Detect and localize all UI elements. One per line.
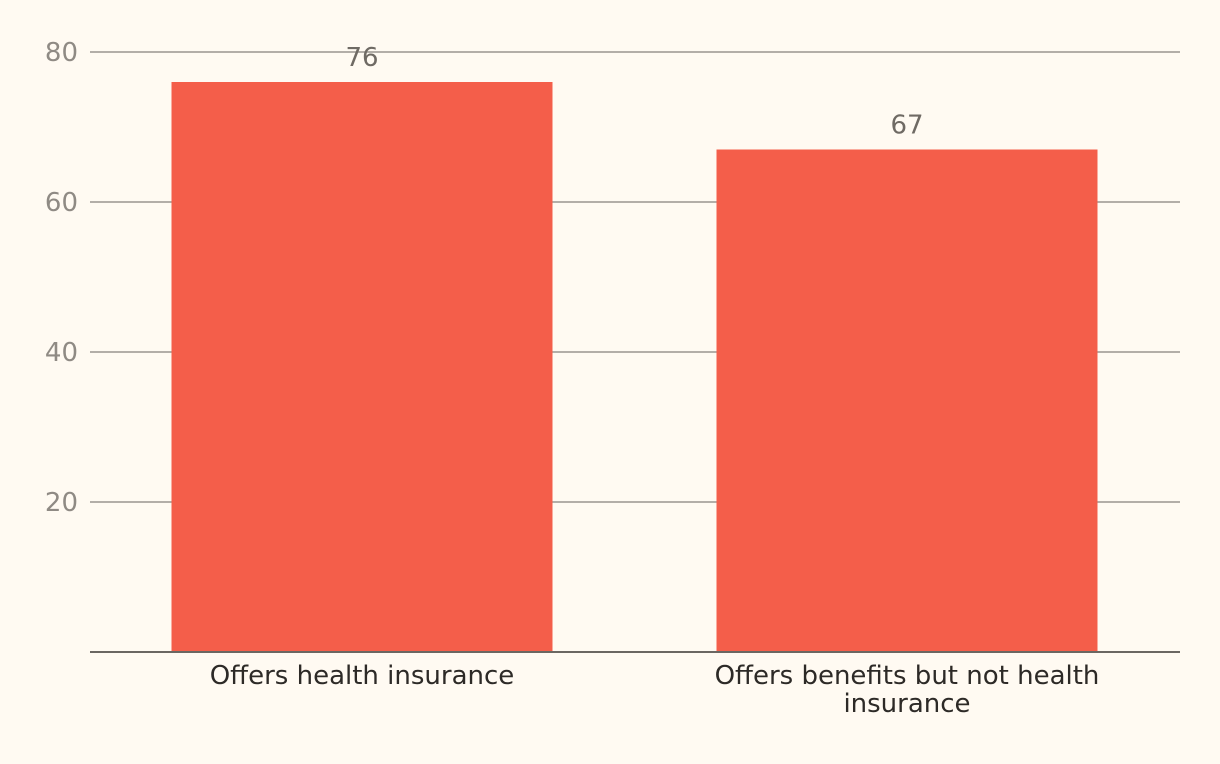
category-label-1: Offers health insurance bbox=[210, 661, 515, 691]
y-tick-label-40: 40 bbox=[45, 338, 78, 368]
x-axis-categories: Offers health insurance Offers benefits b… bbox=[210, 661, 1100, 719]
data-label-1: 76 bbox=[345, 43, 378, 73]
y-tick-label-20: 20 bbox=[45, 488, 78, 518]
bar-1 bbox=[171, 82, 553, 652]
category-label-2-line-1: Offers benefits but not health bbox=[715, 661, 1100, 691]
data-labels: 76 67 bbox=[345, 43, 923, 141]
category-label-2-line-2: insurance bbox=[843, 689, 970, 719]
y-axis-ticks: 20 40 60 80 bbox=[45, 38, 78, 518]
data-label-2: 67 bbox=[890, 111, 923, 141]
bars bbox=[171, 82, 1098, 652]
bar-2 bbox=[716, 149, 1098, 652]
y-tick-label-80: 80 bbox=[45, 38, 78, 68]
y-tick-label-60: 60 bbox=[45, 188, 78, 218]
